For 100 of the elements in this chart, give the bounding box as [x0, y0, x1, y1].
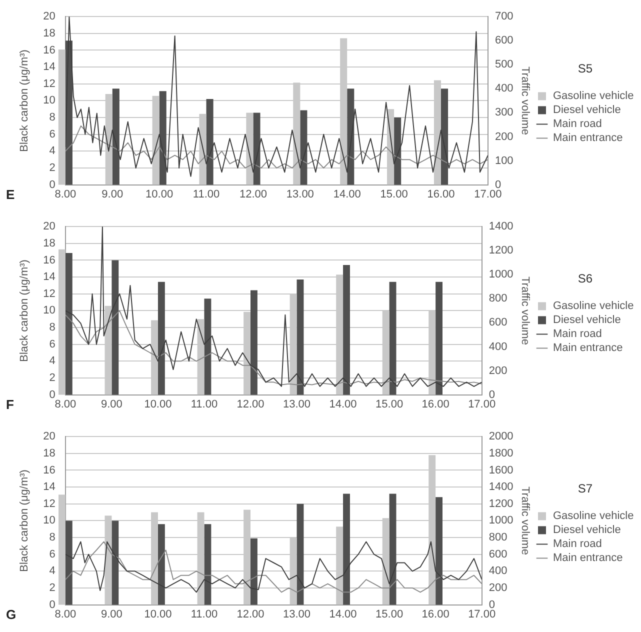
- x-tick-label: 9.00: [100, 398, 122, 410]
- x-tick-label: 12.00: [236, 608, 264, 620]
- y2-axis-title: Traffic volume: [518, 486, 531, 555]
- y-tick-label: 12: [43, 498, 56, 510]
- bar: [112, 88, 120, 185]
- x-tick-label: 9.00: [102, 188, 124, 200]
- y-tick-label: 8: [49, 322, 56, 334]
- bar: [250, 538, 258, 605]
- bar: [204, 524, 212, 605]
- bar: [296, 504, 304, 605]
- y-tick-label: 10: [43, 94, 56, 107]
- y2-tick-label: 100: [494, 154, 514, 167]
- bar: [441, 88, 448, 185]
- bar: [389, 494, 396, 605]
- x-tick-label: 11.00: [190, 398, 218, 410]
- y-tick-label: 14: [43, 481, 56, 494]
- x-tick-label: 13.00: [283, 608, 311, 620]
- y2-tick-label: 500: [494, 58, 514, 71]
- bar: [206, 99, 214, 185]
- y2-tick-label: 1200: [488, 498, 514, 510]
- bar: [65, 253, 72, 395]
- y-tick-label: 12: [43, 78, 56, 90]
- bar: [65, 520, 72, 605]
- x-tick-label: 10.00: [144, 608, 172, 620]
- y-tick-label: 14: [43, 61, 56, 74]
- y-tick-label: 2: [49, 162, 56, 174]
- bar: [112, 520, 119, 605]
- x-tick-label: 13.00: [286, 188, 314, 200]
- y2-tick-label: 200: [494, 130, 514, 143]
- legend-label: Gasoline vehicle: [553, 300, 634, 312]
- x-tick-label: 11.00: [190, 608, 218, 620]
- x-tick-label: 15.00: [376, 608, 404, 620]
- y2-tick-label: 800: [488, 292, 508, 305]
- legend-label: Main road: [553, 538, 602, 550]
- x-tick-label: 12.00: [239, 188, 267, 200]
- y-tick-label: 2: [49, 372, 56, 384]
- bar: [250, 290, 258, 395]
- y2-tick-label: 600: [494, 34, 514, 47]
- bar: [112, 260, 119, 395]
- legend-label: Gasoline vehicle: [553, 510, 634, 522]
- y-tick-label: 0: [49, 598, 56, 611]
- y2-axis-title: Traffic volume: [518, 276, 531, 345]
- y-tick-label: 14: [43, 271, 56, 284]
- y2-tick-label: 400: [488, 565, 508, 578]
- x-tick-label: 17.00: [468, 398, 496, 410]
- x-tick-label: 16.00: [427, 188, 455, 200]
- x-tick-label: 16.00: [422, 608, 450, 620]
- bar: [158, 524, 165, 605]
- bar: [343, 494, 350, 605]
- y-tick-label: 4: [49, 565, 56, 578]
- y-axis-title: Black carbon (μg/m³): [18, 470, 31, 572]
- x-tick-label: 17.00: [474, 188, 502, 200]
- y2-tick-label: 1400: [488, 220, 514, 233]
- y2-tick-label: 1800: [488, 447, 514, 460]
- y2-tick-label: 600: [488, 316, 508, 329]
- y-tick-label: 16: [43, 254, 56, 266]
- x-tick-label: 10.00: [144, 398, 172, 410]
- y2-tick-label: 400: [494, 82, 514, 95]
- bar: [436, 497, 443, 605]
- text: F: [6, 397, 14, 412]
- bar: [253, 112, 260, 185]
- legend-label: Diesel vehicle: [553, 104, 621, 116]
- y2-tick-label: 1600: [488, 464, 514, 476]
- bar: [159, 91, 166, 185]
- y2-tick-label: 700: [494, 10, 514, 23]
- y-tick-label: 4: [49, 355, 56, 368]
- y2-axis-title: Traffic volume: [518, 66, 531, 135]
- bar: [296, 279, 304, 395]
- legend-label: Diesel vehicle: [553, 314, 621, 326]
- legend-label: Diesel vehicle: [553, 524, 621, 536]
- x-tick-label: 8.00: [54, 608, 76, 620]
- legend-title: S7: [578, 482, 593, 496]
- y2-tick-label: 0: [488, 388, 495, 401]
- bar: [436, 282, 443, 395]
- y-tick-label: 10: [43, 514, 56, 527]
- y-tick-label: 18: [43, 447, 56, 460]
- legend-title: S6: [578, 272, 593, 286]
- y-tick-label: 16: [43, 464, 56, 476]
- y-tick-label: 6: [49, 548, 56, 560]
- y2-tick-label: 1400: [488, 481, 514, 494]
- bar: [389, 282, 396, 395]
- bar: [158, 282, 165, 395]
- x-tick-label: 13.00: [283, 398, 311, 410]
- text: G: [6, 607, 16, 622]
- y2-tick-label: 2000: [488, 430, 514, 443]
- x-tick-label: 16.00: [422, 398, 450, 410]
- y2-tick-label: 1000: [488, 514, 514, 527]
- x-tick-label: 14.00: [329, 398, 357, 410]
- bar: [343, 265, 350, 395]
- y-tick-label: 4: [49, 145, 56, 158]
- bar: [394, 118, 402, 185]
- x-tick-label: 15.00: [376, 398, 404, 410]
- x-tick-label: 14.00: [333, 188, 361, 200]
- bar: [58, 249, 66, 395]
- legend-label: Main road: [553, 118, 602, 130]
- bar: [58, 50, 66, 185]
- y2-tick-label: 300: [494, 106, 514, 119]
- y2-tick-label: 600: [488, 548, 508, 560]
- x-tick-label: 9.00: [100, 608, 122, 620]
- text: E: [6, 187, 15, 202]
